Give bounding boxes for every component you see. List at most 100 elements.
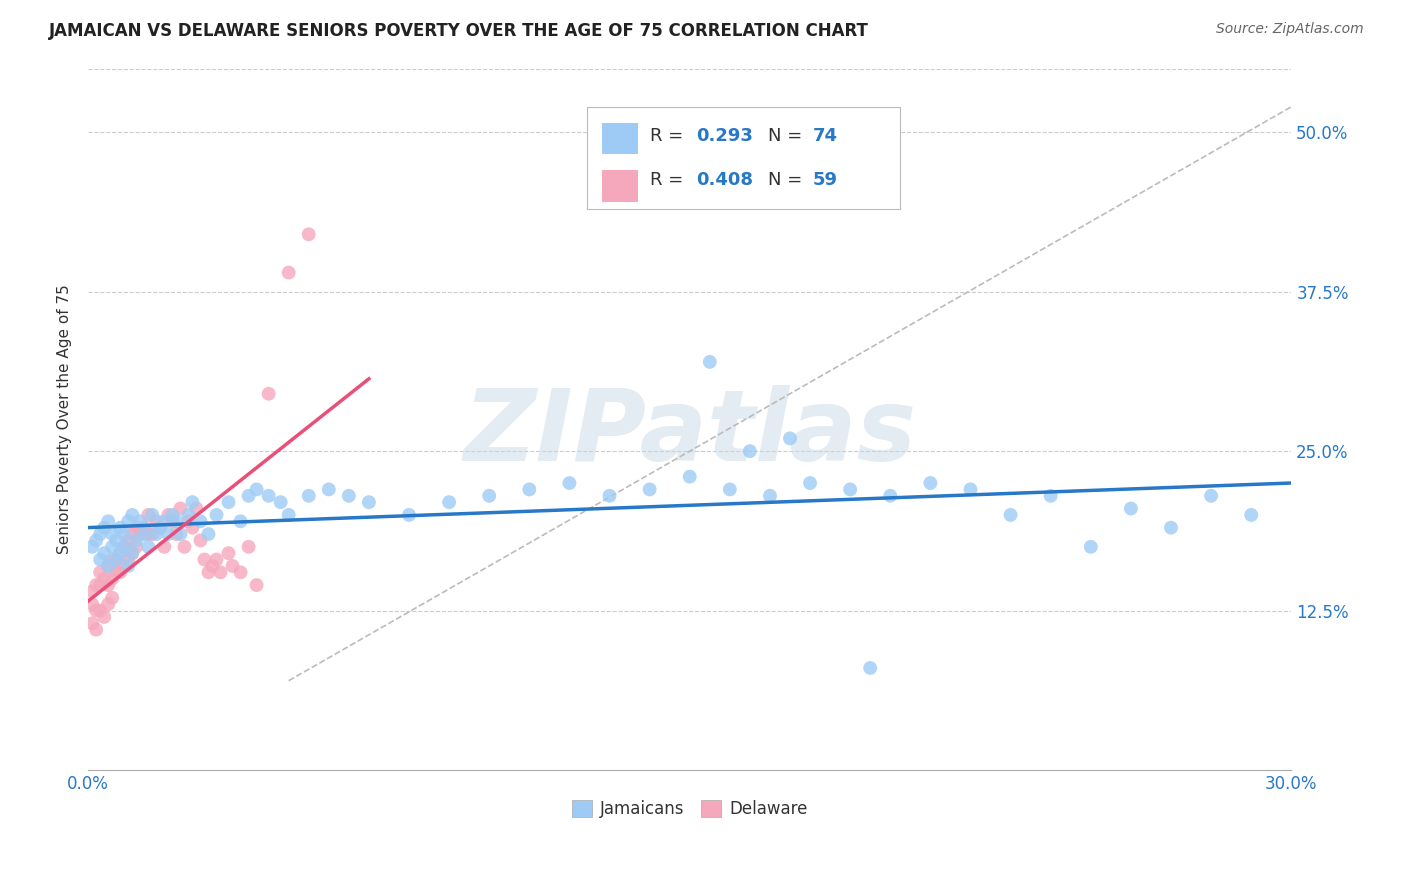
Text: N =: N =: [768, 127, 808, 145]
Point: [89, 578, 111, 592]
Text: 59: 59: [813, 171, 838, 189]
Point: [121, 508, 143, 522]
Point: [257, 386, 280, 401]
Point: [105, 566, 128, 580]
Y-axis label: Seniors Poverty Over the Age of 75: Seniors Poverty Over the Age of 75: [58, 285, 72, 554]
Point: [277, 266, 299, 280]
Point: [117, 514, 139, 528]
Point: [221, 558, 243, 573]
Point: [229, 566, 252, 580]
Point: [205, 508, 228, 522]
Point: [141, 508, 163, 522]
Point: [93, 521, 115, 535]
Point: [110, 546, 132, 560]
Point: [799, 476, 821, 491]
Point: [173, 540, 195, 554]
Point: [699, 355, 721, 369]
Point: [101, 591, 124, 605]
Text: ZIPatlas: ZIPatlas: [463, 384, 917, 482]
Point: [153, 540, 176, 554]
Point: [859, 661, 882, 675]
Text: N =: N =: [768, 171, 808, 189]
Point: [97, 558, 120, 573]
Point: [1080, 540, 1102, 554]
Point: [82, 616, 104, 631]
Point: [162, 508, 184, 522]
Point: [105, 552, 128, 566]
Point: [298, 489, 321, 503]
Point: [101, 552, 124, 566]
Point: [134, 521, 156, 535]
Point: [125, 540, 148, 554]
Point: [599, 489, 621, 503]
Point: [337, 489, 360, 503]
Point: [779, 431, 801, 445]
Point: [134, 527, 156, 541]
Point: [101, 527, 124, 541]
Point: [879, 489, 901, 503]
Point: [190, 533, 212, 548]
Point: [558, 476, 581, 491]
Point: [117, 533, 139, 548]
Point: [112, 540, 135, 554]
Point: [197, 527, 219, 541]
Point: [101, 572, 124, 586]
Point: [157, 508, 180, 522]
Point: [110, 521, 132, 535]
Point: [89, 552, 111, 566]
Point: [205, 552, 228, 566]
Point: [145, 514, 167, 528]
Point: [177, 514, 200, 528]
Point: [201, 558, 224, 573]
Point: [105, 533, 128, 548]
Point: [238, 540, 260, 554]
Point: [169, 501, 191, 516]
Point: [82, 597, 104, 611]
Point: [257, 489, 280, 503]
Point: [97, 514, 120, 528]
Point: [136, 508, 159, 522]
Point: [82, 540, 104, 554]
Point: [638, 483, 661, 497]
Point: [125, 533, 148, 548]
Point: [117, 552, 139, 566]
Point: [517, 483, 540, 497]
Point: [1119, 501, 1142, 516]
Point: [89, 566, 111, 580]
Legend: Jamaicans, Delaware: Jamaicans, Delaware: [565, 793, 814, 825]
Text: 0.293: 0.293: [696, 127, 752, 145]
Point: [181, 521, 204, 535]
Point: [93, 572, 115, 586]
Text: 0.408: 0.408: [696, 171, 752, 189]
Point: [1199, 489, 1222, 503]
Point: [197, 566, 219, 580]
Point: [165, 514, 187, 528]
Point: [1000, 508, 1022, 522]
Point: [112, 540, 135, 554]
Point: [97, 597, 120, 611]
Point: [478, 489, 501, 503]
Point: [181, 495, 204, 509]
Point: [157, 527, 180, 541]
Point: [1240, 508, 1263, 522]
Point: [136, 540, 159, 554]
Point: [121, 546, 143, 560]
Point: [129, 527, 152, 541]
Point: [97, 578, 120, 592]
Point: [177, 508, 200, 522]
Point: [110, 566, 132, 580]
FancyBboxPatch shape: [602, 170, 638, 202]
Point: [759, 489, 782, 503]
Text: JAMAICAN VS DELAWARE SENIORS POVERTY OVER THE AGE OF 75 CORRELATION CHART: JAMAICAN VS DELAWARE SENIORS POVERTY OVE…: [49, 22, 869, 40]
Point: [153, 514, 176, 528]
Text: R =: R =: [650, 127, 689, 145]
Point: [246, 483, 269, 497]
Point: [298, 227, 321, 242]
Point: [959, 483, 981, 497]
Point: [246, 578, 269, 592]
Point: [186, 501, 208, 516]
Point: [84, 533, 107, 548]
Point: [93, 546, 115, 560]
Point: [679, 469, 702, 483]
Point: [105, 552, 128, 566]
